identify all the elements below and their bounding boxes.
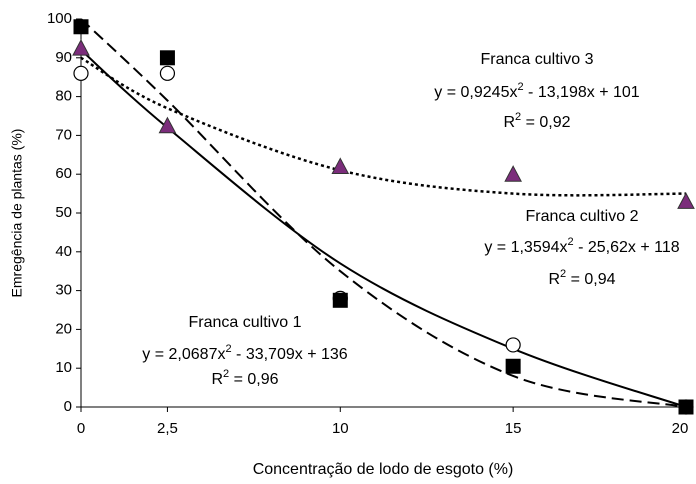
- text: = 0,92: [521, 114, 570, 131]
- marker: [73, 65, 89, 81]
- y-tick-label: 20: [55, 320, 72, 337]
- superscript: 2: [568, 236, 574, 248]
- text: y = 0,9245x: [434, 84, 517, 101]
- text: R: [548, 271, 560, 288]
- text: - 33,709x + 136: [232, 346, 348, 363]
- text: - 13,198x + 101: [524, 84, 640, 101]
- trend-line: [80, 49, 687, 408]
- y-tick-label: 90: [55, 49, 72, 66]
- marker: [159, 65, 176, 81]
- x-tick-label: 20: [672, 420, 689, 437]
- marker: [332, 292, 348, 308]
- marker: [505, 337, 521, 353]
- marker: [72, 39, 90, 56]
- superscript: 2: [223, 368, 229, 380]
- text: = 0,96: [229, 371, 278, 388]
- marker: [504, 165, 522, 182]
- y-tick-label: 30: [55, 282, 72, 299]
- annotation-title: Franca cultivo 3: [481, 51, 594, 68]
- x-tick-label: 15: [505, 420, 522, 437]
- y-tick-label: 70: [55, 126, 72, 143]
- marker: [505, 358, 521, 374]
- marker: [677, 192, 695, 209]
- text: y = 1,3594x: [484, 239, 567, 256]
- superscript: 2: [517, 81, 523, 93]
- annotation: R2 = 0,94: [548, 268, 615, 288]
- marker: [159, 50, 175, 66]
- superscript: 2: [560, 268, 566, 280]
- y-axis-label: Emregência de plantas (%): [9, 129, 25, 298]
- y-tick-label: 60: [55, 165, 72, 182]
- superscript: 2: [515, 111, 521, 123]
- annotation: y = 0,9245x2 - 13,198x + 101: [434, 81, 639, 101]
- annotation-title: Franca cultivo 2: [526, 208, 639, 225]
- annotation: y = 1,3594x2 - 25,62x + 118: [484, 236, 679, 256]
- text: R: [503, 114, 515, 131]
- text: y = 2,0687x: [142, 346, 225, 363]
- x-axis-label: Concentração de lodo de esgoto (%): [253, 461, 514, 478]
- x-tick-label: 2,5: [157, 420, 178, 437]
- annotation: R2 = 0,96: [211, 368, 278, 388]
- marker: [73, 19, 89, 35]
- superscript: 2: [225, 343, 231, 355]
- x-tick-label: 0: [77, 420, 85, 437]
- y-tick-label: 80: [55, 88, 72, 105]
- y-tick-label: 0: [64, 398, 72, 415]
- annotation-title: Franca cultivo 1: [189, 314, 302, 331]
- annotation: y = 2,0687x2 - 33,709x + 136: [142, 343, 347, 363]
- marker: [158, 116, 177, 134]
- text: = 0,94: [566, 271, 615, 288]
- text: R: [211, 371, 223, 388]
- x-tick-label: 10: [332, 420, 349, 437]
- annotation: R2 = 0,92: [503, 111, 570, 131]
- trend-line: [80, 18, 687, 408]
- y-tick-label: 40: [55, 243, 72, 260]
- y-tick-label: 10: [55, 359, 72, 376]
- y-tick-label: 50: [55, 204, 72, 221]
- text: - 25,62x + 118: [574, 239, 680, 256]
- marker: [678, 399, 694, 415]
- y-tick-label: 100: [47, 10, 72, 27]
- marker: [331, 157, 350, 174]
